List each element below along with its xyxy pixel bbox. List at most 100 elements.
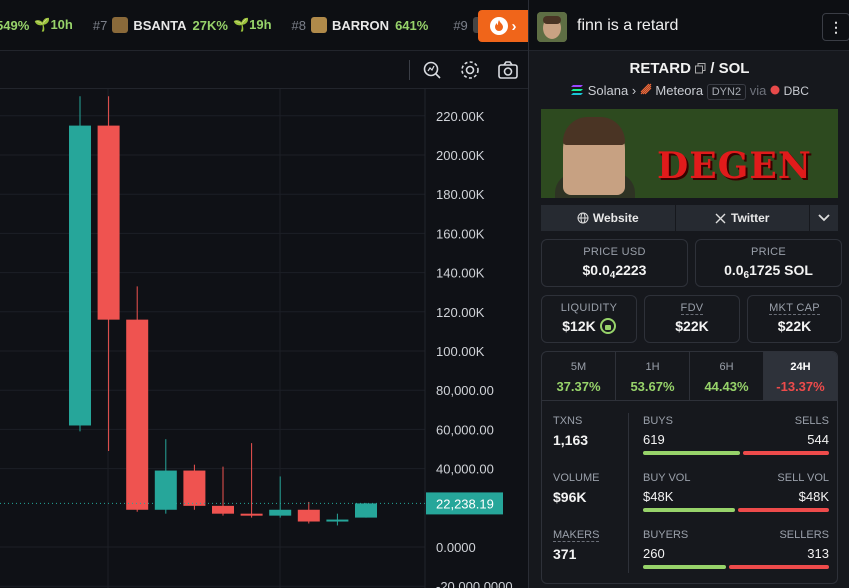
candle-body <box>154 470 177 510</box>
lock-icon[interactable] <box>599 318 616 334</box>
sells-bar <box>743 451 829 455</box>
y-tick-label: -20,000.0000 <box>436 579 513 588</box>
txns-value: 1,163 <box>553 432 589 448</box>
tab-6h[interactable]: 6H 44.43% <box>690 352 764 400</box>
breadcrumb-chevron-icon: › <box>631 83 637 98</box>
buys-bar <box>643 451 741 455</box>
website-button[interactable]: Website <box>541 205 676 231</box>
camera-icon[interactable] <box>497 59 519 81</box>
y-tick-label: 60,000.00 <box>436 422 494 437</box>
sells-value: 544 <box>807 432 829 447</box>
y-tick-label: 180.00K <box>436 187 485 202</box>
y-tick-label: 120.00K <box>436 305 485 320</box>
fdv-box: FDV $22K <box>644 295 740 343</box>
candle-body <box>240 513 263 516</box>
toolbar-divider <box>409 60 410 80</box>
twitter-label: Twitter <box>731 211 770 225</box>
pair-separator: / <box>710 60 715 77</box>
liquidity-label: LIQUIDITY <box>560 302 618 314</box>
price-usd-value: $0.042223 <box>542 262 687 281</box>
price-sol-prefix: 0.0 <box>724 262 744 278</box>
stats-row-makers: MAKERS 371 BUYERS SELLERS 260 313 <box>542 515 839 572</box>
sell-vol-label: SELL VOL <box>777 472 829 484</box>
tab-label: 1H <box>645 361 660 373</box>
ticker-age: 🌱10h <box>34 17 73 32</box>
sell-vol-bar <box>737 508 829 512</box>
website-label: Website <box>592 211 639 225</box>
ticker-pct: 549% <box>0 17 30 33</box>
candlestick-chart-svg[interactable]: 220.00K 200.00K 180.00K 160.00K 140.00K 120.0… <box>0 89 528 588</box>
globe-icon <box>577 212 589 224</box>
ticker-item-8[interactable]: #8 BARRON 641% <box>292 17 434 33</box>
stats-row-txns: TXNS 1,163 BUYS SELLS 619 544 <box>542 401 839 458</box>
volume-ratio-bar <box>643 508 829 512</box>
mktcap-label: MKT CAP <box>769 302 820 315</box>
candle-body <box>355 503 377 518</box>
dex-name[interactable]: Meteora <box>655 83 704 98</box>
chevron-right-icon: › <box>511 17 517 35</box>
dex-tag: DYN2 <box>706 84 747 100</box>
y-tick-label: 0.0000 <box>436 540 476 555</box>
price-sol-digits: 1725 SOL <box>749 262 813 278</box>
buy-vol-value: $48K <box>643 489 674 504</box>
trade-stats: TXNS 1,163 BUYS SELLS 619 544 VOLUME $96K BU… <box>541 401 838 584</box>
volume-label: VOLUME <box>553 472 600 484</box>
indicator-search-icon[interactable] <box>421 59 443 81</box>
trending-fire-button[interactable]: › <box>478 10 528 42</box>
tab-change: -13.37% <box>776 379 825 394</box>
twitter-button[interactable]: Twitter <box>675 205 810 231</box>
solana-icon <box>571 85 584 95</box>
token-icon <box>112 17 129 33</box>
ticker-symbol: BSANTA <box>133 17 187 33</box>
buyers-label: BUYERS <box>643 529 689 541</box>
tab-5m[interactable]: 5M 37.37% <box>542 352 616 400</box>
ticker-item-partial[interactable]: 549% 🌱10h <box>0 17 73 33</box>
candle-body <box>97 125 120 320</box>
makers-label: MAKERS <box>553 529 600 542</box>
fdv-label: FDV <box>680 302 704 315</box>
dbc-icon <box>770 85 780 95</box>
ticker-rank: #9 <box>453 17 468 33</box>
gear-icon[interactable] <box>459 59 481 81</box>
candle-body <box>212 505 234 514</box>
y-tick-label: 200.00K <box>436 148 485 163</box>
buys-sells-ratio-bar <box>643 451 829 455</box>
candle-body <box>183 470 206 506</box>
stats-divider <box>628 413 629 573</box>
fdv-value: $22K <box>675 318 709 334</box>
tab-1h[interactable]: 1H 53.67% <box>616 352 690 400</box>
chain-breadcrumb: Solana › Meteora DYN2 via DBC <box>529 83 849 100</box>
ticker-age-text: 10h <box>50 17 73 32</box>
tab-label: 24H <box>790 361 811 373</box>
chevron-down-icon <box>818 214 830 222</box>
buys-label: BUYS <box>643 415 673 427</box>
token-info-panel: finn is a retard ⋮ RETARD / SOL Solana ›… <box>528 0 849 588</box>
ticker-age: 🌱19h <box>232 17 272 32</box>
token-icon <box>311 17 327 33</box>
ticker-item-7[interactable]: #7 BSANTA 27K% 🌱19h <box>93 17 272 33</box>
candle-body <box>126 319 149 510</box>
tab-24h[interactable]: 24H -13.37% <box>764 352 837 400</box>
more-options-button[interactable]: ⋮ <box>822 13 849 41</box>
tab-change: 44.43% <box>704 379 749 394</box>
ticker-rank: #7 <box>92 17 108 33</box>
price-usd-zeros: 4 <box>609 270 616 281</box>
price-usd-box: PRICE USD $0.042223 <box>541 239 688 287</box>
price-usd-digits: 2223 <box>615 262 647 278</box>
mktcap-value: $22K <box>777 318 812 334</box>
current-price-label: 22,238.19 <box>436 496 494 511</box>
sellers-label: SELLERS <box>779 529 829 541</box>
price-chart[interactable]: 220.00K 200.00K 180.00K 160.00K 140.00K 120.0… <box>0 89 528 588</box>
sell-vol-value: $48K <box>798 489 829 504</box>
ticker-pct: 641% <box>395 17 429 33</box>
makers-value: 371 <box>553 546 577 562</box>
makers-ratio-bar <box>643 565 829 569</box>
candle-body <box>69 125 91 426</box>
y-tick-label: 140.00K <box>436 266 485 281</box>
stats-row-volume: VOLUME $96K BUY VOL SELL VOL $48K $48K <box>542 458 839 515</box>
panel-header: finn is a retard ⋮ <box>529 0 849 51</box>
copy-icon[interactable] <box>695 63 706 74</box>
chain-name[interactable]: Solana <box>587 83 629 98</box>
more-links-button[interactable] <box>810 205 838 231</box>
